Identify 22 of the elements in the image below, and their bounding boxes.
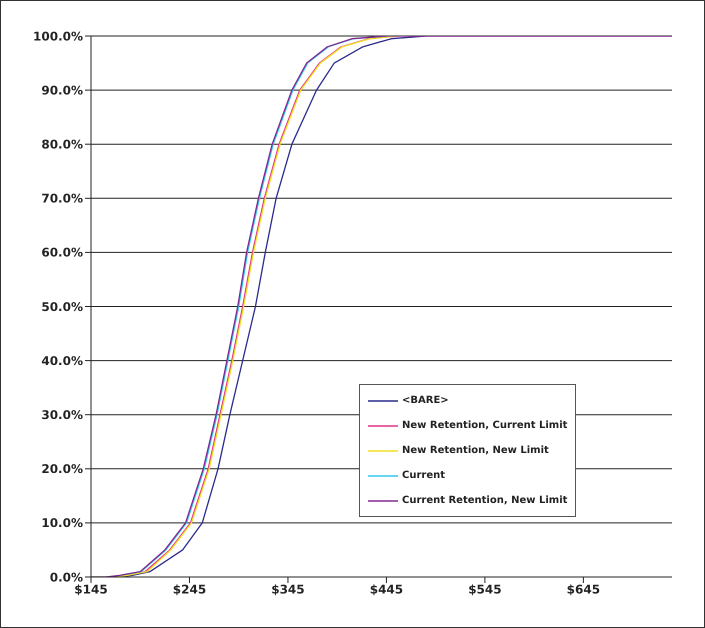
y-tick-label: 80.0% bbox=[41, 137, 83, 152]
y-tick-label: 30.0% bbox=[41, 408, 83, 422]
y-tick-label: 0.0% bbox=[50, 570, 83, 584]
x-tick-label: $445 bbox=[370, 582, 404, 597]
legend-label: Current Retention, New Limit bbox=[402, 495, 568, 506]
y-tick-label: 60.0% bbox=[41, 246, 83, 260]
x-tick-label: $645 bbox=[566, 582, 600, 597]
legend-label: <BARE> bbox=[402, 395, 449, 406]
y-tick-label: 50.0% bbox=[41, 300, 83, 314]
legend-label: Current bbox=[402, 470, 446, 481]
legend-label: New Retention, Current Limit bbox=[402, 420, 568, 431]
x-tick-label: $145 bbox=[74, 582, 108, 597]
x-tick-label: $545 bbox=[468, 582, 502, 597]
y-tick-label: 10.0% bbox=[41, 516, 83, 530]
y-tick-label: 90.0% bbox=[41, 83, 83, 98]
y-tick-label: 40.0% bbox=[41, 354, 83, 368]
x-tick-label: $245 bbox=[172, 582, 206, 597]
y-tick-label: 70.0% bbox=[41, 192, 83, 206]
legend-label: New Retention, New Limit bbox=[402, 445, 549, 456]
x-tick-label: $345 bbox=[271, 582, 305, 597]
y-tick-label: 100.0% bbox=[33, 29, 83, 44]
y-tick-label: 20.0% bbox=[41, 462, 83, 476]
